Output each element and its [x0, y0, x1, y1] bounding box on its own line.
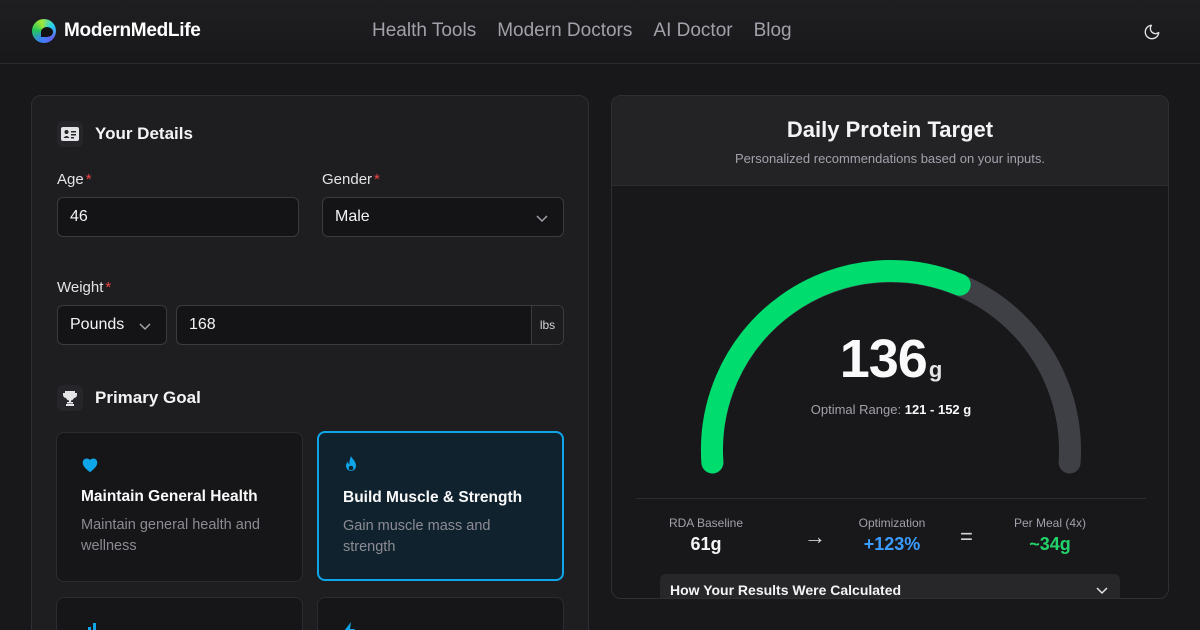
results-card: Daily Protein Target Personalized recomm… [611, 95, 1169, 599]
goal-title: Build Muscle & Strength [343, 489, 523, 506]
stat-rda-baseline: RDA Baseline 61g [668, 516, 744, 554]
goal-option-4[interactable] [317, 597, 564, 630]
theme-toggle-button[interactable] [1140, 20, 1164, 44]
goal-description: Maintain general health and wellness [81, 517, 260, 554]
weight-unit-select[interactable]: Pounds [57, 305, 167, 345]
section-title-text: Primary Goal [95, 388, 201, 407]
divider [636, 498, 1146, 499]
bar-chart-icon [88, 623, 96, 630]
weight-label: Weight * [57, 279, 112, 296]
weight-value: 168 [189, 316, 216, 333]
goal-option-3[interactable] [56, 597, 303, 630]
arrow-right-icon: → [804, 524, 826, 549]
goal-title: Maintain General Health [81, 488, 258, 505]
trophy-icon [57, 385, 83, 411]
gender-select[interactable]: Male [322, 197, 564, 237]
goal-description: Gain muscle mass and strength [343, 518, 491, 555]
chevron-down-icon [536, 215, 548, 223]
flame-icon [346, 456, 356, 471]
section-title-text: Your Details [95, 124, 193, 143]
results-header: Daily Protein Target Personalized recomm… [612, 96, 1168, 186]
protein-gauge [700, 260, 1081, 474]
heart-icon [82, 458, 98, 473]
brand-name: ModernMedLife [64, 20, 201, 41]
id-card-icon [57, 121, 83, 147]
weight-unit-suffix: lbs [531, 306, 563, 344]
chevron-down-icon [139, 323, 151, 331]
gender-value: Male [335, 208, 370, 225]
chevron-down-icon [1096, 587, 1108, 595]
nav-health-tools[interactable]: Health Tools [372, 20, 477, 41]
age-input[interactable]: 46 [57, 197, 299, 237]
gender-label: Gender * [322, 171, 380, 188]
top-nav-bar: ModernMedLife Health Tools Modern Doctor… [0, 0, 1200, 64]
logo-icon [32, 19, 56, 43]
weight-input[interactable]: 168 lbs [176, 305, 564, 345]
moon-icon [1144, 24, 1160, 40]
age-value: 46 [70, 208, 88, 225]
stat-optimization: Optimization +123% [858, 516, 926, 554]
calculation-accordion[interactable]: How Your Results Were Calculated [660, 574, 1120, 598]
gauge-fill [700, 260, 971, 474]
your-details-heading: Your Details [57, 121, 193, 147]
inputs-card: Your Details Age * 46 Gender * Male Weight… [31, 95, 589, 630]
primary-goal-heading: Primary Goal [57, 385, 201, 411]
results-subtitle: Personalized recommendations based on yo… [734, 151, 1045, 166]
optimal-range: Optimal Range: 121 - 152 g [810, 402, 972, 417]
accordion-label: How Your Results Were Calculated [670, 582, 902, 598]
nav-ai-doctor[interactable]: AI Doctor [653, 20, 733, 41]
age-label: Age * [57, 171, 92, 188]
weight-unit-value: Pounds [70, 316, 125, 333]
goal-option-build-muscle[interactable]: Build Muscle & Strength Gain muscle mass… [317, 431, 564, 581]
goal-option-maintain-health[interactable]: Maintain General Health Maintain general… [56, 432, 303, 582]
nav-modern-doctors[interactable]: Modern Doctors [497, 20, 633, 41]
main-nav: Health Tools Modern Doctors AI Doctor Bl… [372, 20, 792, 42]
brand-logo[interactable]: ModernMedLife [32, 19, 201, 43]
equals-icon: = [960, 524, 973, 549]
nav-blog[interactable]: Blog [753, 20, 792, 41]
results-title: Daily Protein Target [786, 117, 994, 142]
stat-per-meal: Per Meal (4x) ~34g [1013, 516, 1087, 554]
lightning-icon [344, 622, 355, 630]
protein-target-value: 136g [839, 329, 943, 389]
